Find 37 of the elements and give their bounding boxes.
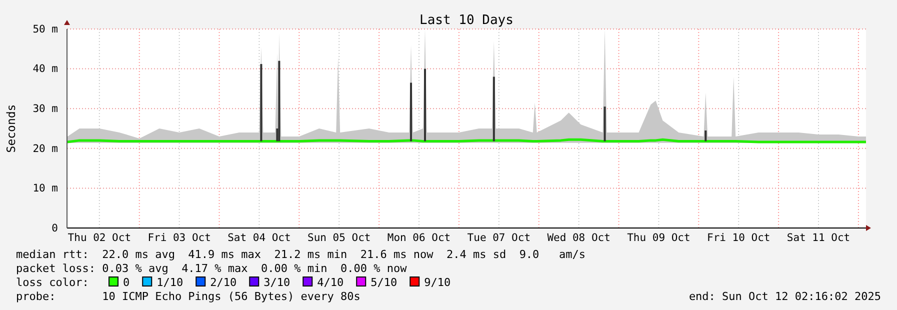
- x-tick-label: Fri 10 Oct: [706, 232, 770, 244]
- text: 9/10: [424, 276, 451, 289]
- bar: [604, 106, 606, 142]
- y-tick-label: 20 m: [32, 142, 58, 155]
- text: 2/10: [210, 276, 237, 289]
- y-tick-label: 10 m: [32, 182, 58, 195]
- text: 1/10: [156, 276, 184, 289]
- bar: [260, 64, 262, 142]
- text: 3/10: [264, 276, 290, 289]
- text: loss color:: [16, 276, 89, 289]
- chart-title: Last 10 Days: [420, 13, 514, 28]
- y-tick-label: 50 m: [32, 23, 58, 36]
- text: probe: 10 ICMP Echo Pings (56 Bytes) every 80s: [16, 290, 360, 303]
- x-tick-label: Tue 07 Oct: [467, 232, 531, 244]
- y-tick-label: 30 m: [32, 102, 58, 115]
- x-tick-label: Sat 04 Oct: [228, 232, 291, 244]
- x-tick-label: Wed 08 Oct: [547, 232, 610, 244]
- text: 5/10: [370, 276, 398, 289]
- bar: [492, 76, 495, 142]
- y-axis-title: Seconds: [4, 104, 18, 153]
- bar: [410, 82, 412, 142]
- y-tick-label: 40 m: [32, 63, 58, 76]
- bar: [278, 60, 280, 142]
- x-tick-label: Sun 05 Oct: [307, 232, 371, 244]
- text: end: Sun Oct 12 02:16:02 2025: [688, 290, 881, 303]
- x-tick-label: Fri 03 Oct: [148, 232, 211, 244]
- text: 4/10: [317, 276, 344, 289]
- x-tick-label: Sat 11 Oct: [786, 232, 850, 244]
- x-tick-label: Thu 02 Oct: [68, 232, 132, 244]
- x-tick-label: Thu 09 Oct: [627, 232, 690, 244]
- bar: [704, 130, 707, 142]
- text: packet loss: 0.03 % avg 4.17 % max 0.00 % min 0.00 % now: [16, 262, 408, 275]
- bar: [424, 68, 426, 142]
- text: median rtt: 22.0 ms avg 41.9 ms max 21.2 ms min 21.6 ms now 2.4 ms sd 9.0 am/s: [16, 248, 586, 261]
- text: 0: [123, 276, 130, 289]
- y-tick-label: 0: [52, 222, 58, 234]
- x-tick-label: Mon 06 Oct: [387, 232, 451, 244]
